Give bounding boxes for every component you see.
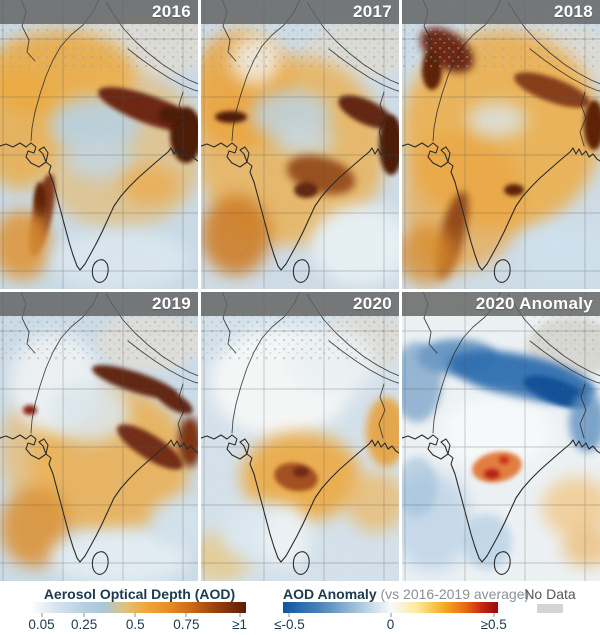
- anomaly-tickmark: [288, 613, 290, 617]
- aod-tickmark: [239, 613, 241, 617]
- panel-year-band: 2020: [201, 292, 399, 316]
- no-data-swatch: [537, 604, 563, 613]
- anomaly-tick-label: ≤-0.5: [274, 617, 305, 632]
- panel-year-band: 2017: [201, 0, 399, 24]
- map-panel-2020: 2020: [201, 292, 399, 581]
- map-2017-aod: [201, 0, 399, 289]
- aod-colorbar: [33, 602, 246, 613]
- map-2019-aod: [0, 292, 198, 581]
- panel-year-label: 2020 Anomaly: [475, 294, 593, 313]
- anomaly-colorbar: [283, 602, 498, 613]
- aod-tickmark: [134, 613, 136, 617]
- map-2020-anomaly: [402, 292, 600, 581]
- map-panel-2017: 2017: [201, 0, 399, 289]
- panel-year-band: 2016: [0, 0, 198, 24]
- map-panel-2018: 2018: [402, 0, 600, 289]
- aod-tickmark: [185, 613, 187, 617]
- anomaly-legend: AOD Anomaly (vs 2016-2019 average) ≤-0.5…: [274, 581, 529, 635]
- aod-tick-label: 0.75: [173, 617, 200, 632]
- panel-year-label: 2018: [553, 2, 593, 21]
- map-2018-aod: [402, 0, 600, 289]
- aod-tickmark: [41, 613, 43, 617]
- map-panel-2020-anomaly: 2020 Anomaly: [402, 292, 600, 581]
- aod-tick-label: 0.05: [28, 617, 55, 632]
- panel-year-band: 2020 Anomaly: [402, 292, 600, 316]
- aod-tick-label: 0.25: [70, 617, 98, 632]
- panel-year-label: 2017: [352, 2, 392, 21]
- panel-year-label: 2019: [151, 294, 191, 313]
- panel-year-label: 2016: [151, 2, 191, 21]
- no-data-label: No Data: [524, 586, 576, 602]
- panel-year-band: 2019: [0, 292, 198, 316]
- map-2020-aod: [201, 292, 399, 581]
- aod-tick-label: 0.5: [125, 617, 145, 632]
- anomaly-tick-label: ≥0.5: [480, 617, 507, 632]
- anomaly-title-subtitle: (vs 2016-2019 average): [376, 586, 530, 602]
- anomaly-tickmark: [390, 613, 391, 617]
- panel-year-label: 2020: [352, 294, 392, 313]
- anomaly-legend-title: AOD Anomaly (vs 2016-2019 average): [283, 586, 529, 602]
- aod-tick-label: ≥1: [232, 617, 248, 632]
- anomaly-tickmark: [493, 613, 495, 617]
- aod-legend-title: Aerosol Optical Depth (AOD): [43, 586, 236, 602]
- map-grid: 2016 2017: [0, 0, 600, 581]
- anomaly-title-bold: AOD Anomaly: [283, 586, 377, 602]
- anomaly-tick-label: 0: [386, 617, 395, 632]
- aod-legend: Aerosol Optical Depth (AOD) 0.05 0.25 0.…: [28, 581, 248, 635]
- map-panel-2019: 2019: [0, 292, 198, 581]
- legend-area: Aerosol Optical Depth (AOD) 0.05 0.25 0.…: [0, 581, 600, 635]
- no-data-legend: No Data: [518, 581, 582, 635]
- map-panel-2016: 2016: [0, 0, 198, 289]
- map-2016-aod: [0, 0, 198, 289]
- panel-year-band: 2018: [402, 0, 600, 24]
- aod-tickmark: [83, 613, 85, 617]
